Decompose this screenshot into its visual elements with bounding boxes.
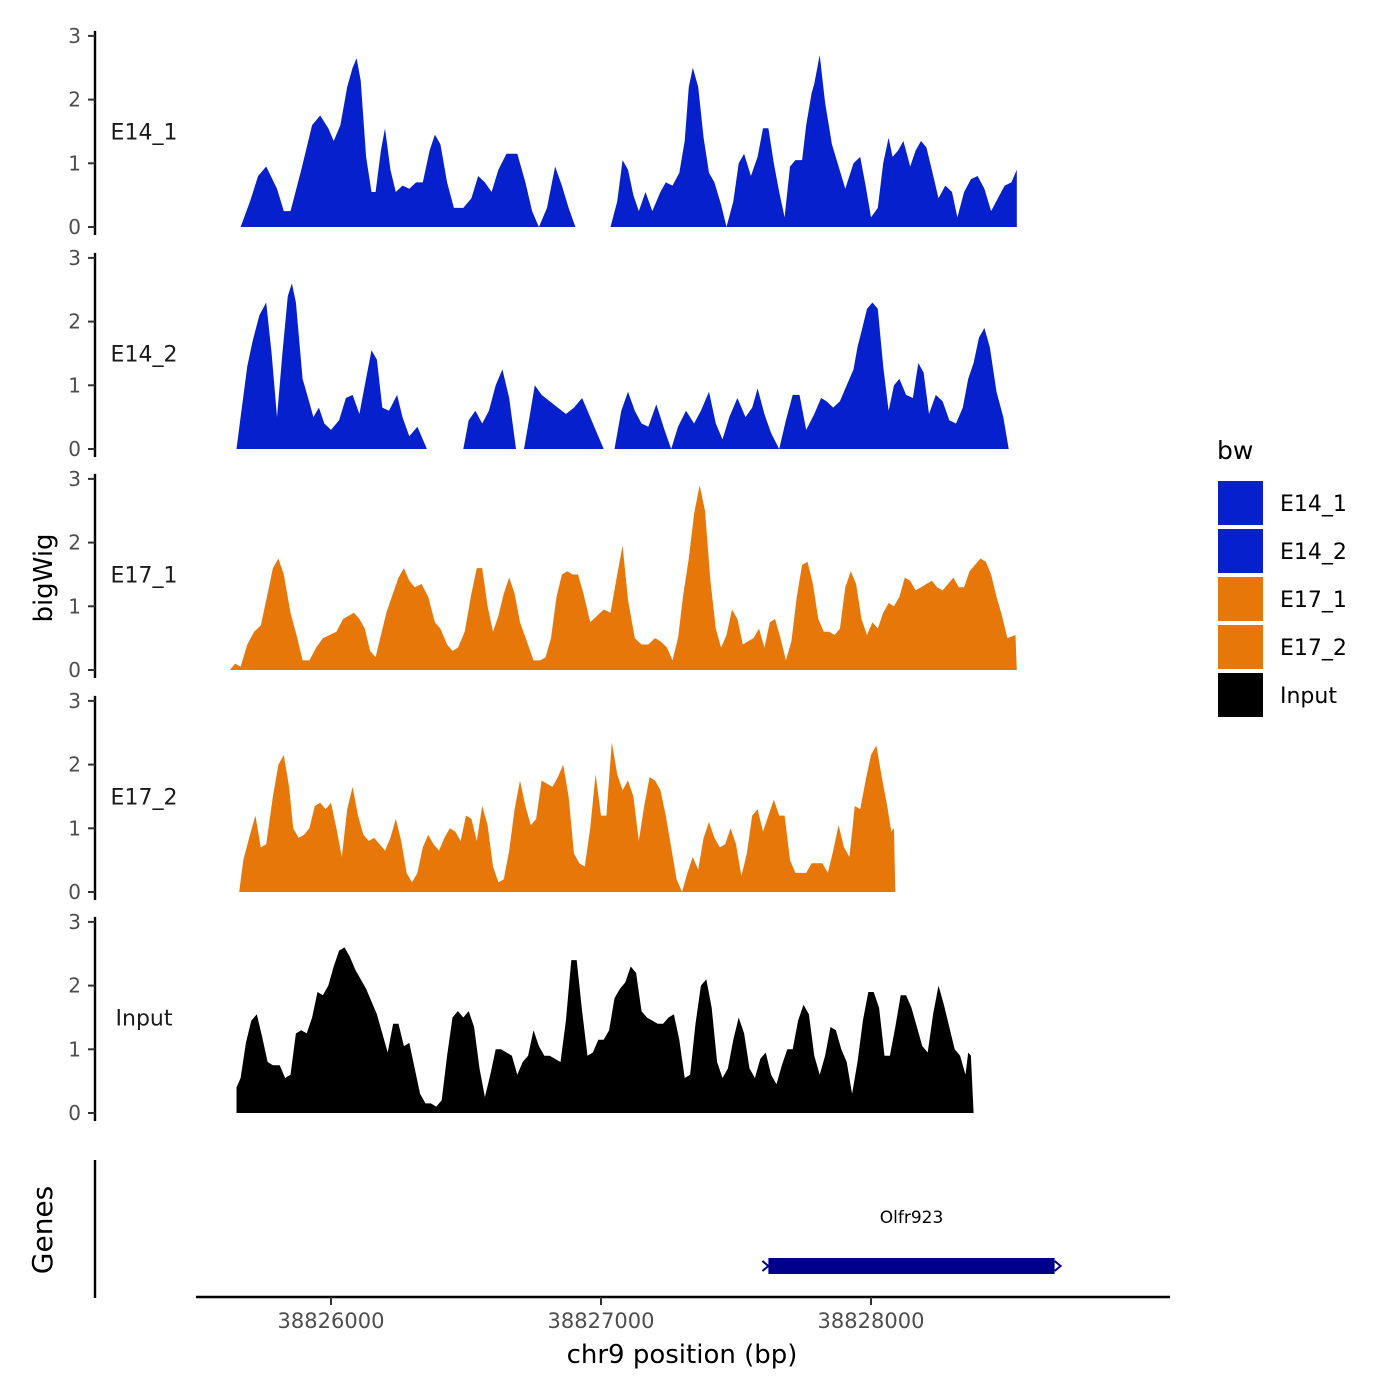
y-tick-label: 3	[68, 467, 81, 491]
legend: bw E14_1 E14_2 E17_1 E17_2 Input	[1217, 436, 1347, 717]
area-E17_2	[239, 742, 896, 892]
legend-label: E17_1	[1280, 588, 1347, 613]
legend-label: E14_2	[1280, 540, 1347, 565]
y-tick-label: 2	[68, 531, 81, 555]
legend-swatch	[1218, 481, 1263, 525]
bigwig-tracks: 0 1 2 3 E14_1 0 1 2 3 E14_2 0 1 2 3 E17_1 0 1 2 3 E17_2 0 1 2 3…	[68, 24, 1017, 1125]
area-E14_1	[610, 55, 1017, 227]
legend-swatch	[1218, 529, 1263, 573]
y-tick-label: 2	[68, 974, 81, 998]
y-tick-label: 1	[68, 151, 81, 175]
track-label: E17_1	[111, 563, 178, 588]
y-tick-label: 3	[68, 246, 81, 270]
area-E14_2	[524, 385, 604, 449]
y-tick-label: 3	[68, 689, 81, 713]
x-axis: 38826000 38827000 38828000	[196, 1295, 1170, 1333]
track-label: E17_2	[111, 785, 178, 810]
y-tick-label: 2	[68, 753, 81, 777]
y-tick-label: 1	[68, 594, 81, 618]
y-tick-label: 0	[68, 658, 81, 682]
track-E17_2: 0 1 2 3 E17_2	[68, 689, 896, 904]
genes-track: Olfr923	[93, 1160, 1063, 1298]
track-E14_1: 0 1 2 3 E14_1	[68, 24, 1017, 239]
area-E14_2	[463, 369, 516, 449]
y-tick-label: 1	[68, 373, 81, 397]
y-axis-title: bigWig	[29, 533, 59, 622]
gene-label: Olfr923	[880, 1208, 944, 1228]
gene-body	[768, 1258, 1055, 1274]
legend-label: Input	[1280, 684, 1337, 709]
y-tick-label: 3	[68, 24, 81, 48]
y-tick-label: 1	[68, 1037, 81, 1061]
y-tick-label: 2	[68, 88, 81, 112]
track-label: Input	[116, 1006, 173, 1031]
y-tick-label: 3	[68, 910, 81, 934]
strand-arrow-icon	[761, 1260, 770, 1272]
y-tick-label: 0	[68, 215, 81, 239]
legend-swatch	[1218, 625, 1263, 669]
strand-arrow-icon	[1053, 1260, 1063, 1272]
x-tick-label: 38826000	[278, 1309, 385, 1333]
y-tick-label: 0	[68, 880, 81, 904]
legend-swatch	[1218, 577, 1263, 621]
y-tick-label: 2	[68, 310, 81, 334]
area-E14_2	[236, 283, 427, 449]
legend-title: bw	[1217, 436, 1253, 465]
x-axis-title: chr9 position (bp)	[567, 1340, 798, 1370]
y-tick-label: 1	[68, 816, 81, 840]
area-Input	[236, 947, 974, 1113]
x-tick-label: 38827000	[548, 1309, 655, 1333]
track-label: E14_1	[111, 120, 178, 145]
legend-label: E17_2	[1280, 636, 1347, 661]
track-E14_2: 0 1 2 3 E14_2	[68, 246, 1009, 461]
legend-label: E14_1	[1280, 492, 1347, 517]
y-tick-label: 0	[68, 437, 81, 461]
legend-swatch	[1218, 673, 1263, 717]
track-E17_1: 0 1 2 3 E17_1	[68, 467, 1017, 682]
area-E17_1	[229, 485, 1017, 670]
x-tick-label: 38828000	[818, 1309, 925, 1333]
y-tick-label: 0	[68, 1101, 81, 1125]
track-Input: 0 1 2 3 Input	[68, 910, 974, 1125]
genes-axis-title: Genes	[26, 1186, 59, 1274]
area-E14_2	[614, 302, 1009, 449]
gene-Olfr923: Olfr923	[761, 1208, 1063, 1274]
track-label: E14_2	[111, 342, 178, 367]
area-E14_1	[240, 58, 576, 228]
